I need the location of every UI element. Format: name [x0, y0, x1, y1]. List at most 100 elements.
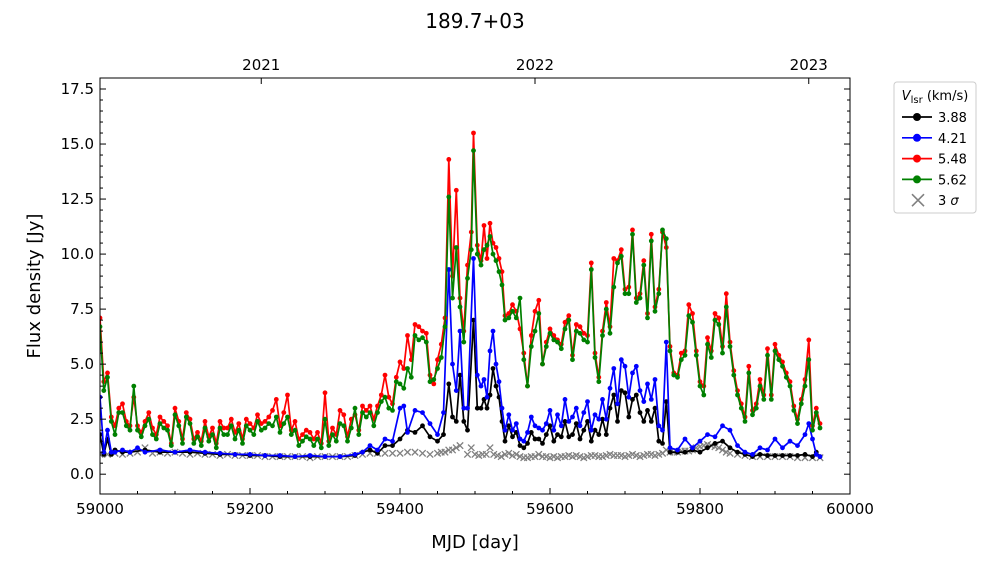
data-point: [397, 436, 403, 442]
data-point: [596, 416, 602, 422]
data-point: [708, 355, 714, 360]
data-point: [697, 383, 703, 389]
data-point: [750, 412, 755, 418]
data-point: [581, 330, 587, 336]
data-point: [441, 410, 446, 415]
data-point: [532, 423, 538, 429]
data-point: [712, 441, 718, 446]
data-point: [577, 436, 583, 442]
data-point: [450, 414, 455, 420]
data-point: [112, 432, 118, 437]
data-point: [603, 306, 609, 312]
data-point: [303, 427, 309, 433]
data-point: [484, 405, 490, 411]
data-point: [645, 381, 650, 387]
data-point: [600, 333, 605, 338]
data-point: [536, 311, 542, 316]
data-point: [581, 410, 587, 415]
data-point: [390, 443, 395, 448]
data-point: [517, 443, 523, 448]
data-point: [682, 352, 688, 358]
data-point: [735, 449, 740, 455]
data-point: [686, 302, 692, 308]
data-point: [787, 383, 793, 389]
data-point: [517, 436, 523, 442]
data-point: [510, 434, 515, 440]
data-point: [705, 445, 710, 451]
data-point: [551, 427, 557, 433]
data-point: [633, 392, 639, 398]
data-point: [131, 383, 137, 389]
data-point: [806, 421, 812, 426]
data-point: [157, 414, 163, 420]
data-point: [420, 423, 425, 429]
y-axis-title: Flux density [Jy]: [24, 214, 45, 359]
data-point: [446, 157, 452, 162]
data-point: [330, 432, 335, 437]
data-point: [382, 443, 388, 448]
data-point: [360, 403, 365, 409]
data-point: [367, 403, 373, 409]
data-point: [795, 443, 800, 448]
data-point: [615, 401, 620, 407]
data-point: [566, 419, 572, 424]
data-point: [798, 401, 804, 407]
data-point: [543, 432, 549, 437]
data-point: [138, 434, 144, 440]
data-point: [588, 427, 594, 433]
data-point: [390, 438, 395, 444]
data-point: [772, 453, 778, 458]
data-point: [540, 427, 545, 433]
data-point: [633, 363, 639, 369]
data-point: [813, 405, 819, 411]
data-point: [603, 416, 609, 422]
data-point: [573, 322, 579, 327]
data-point: [360, 410, 365, 415]
data-point: [562, 319, 568, 325]
data-point: [573, 421, 579, 426]
data-point: [817, 454, 823, 459]
data-point: [481, 247, 487, 253]
legend-marker: [913, 175, 921, 184]
data-point: [555, 412, 560, 418]
data-point: [435, 438, 440, 444]
sigma-marker: [388, 449, 397, 457]
data-point: [493, 245, 499, 250]
data-point: [255, 412, 260, 418]
data-point: [510, 308, 515, 314]
series-line: [100, 149, 821, 449]
data-point: [105, 374, 110, 380]
x-tick-label: 59800: [676, 500, 724, 518]
top-tick-label: 2022: [516, 56, 554, 74]
data-point: [780, 363, 785, 369]
data-point: [187, 421, 193, 426]
data-point: [543, 344, 549, 349]
data-point: [630, 231, 635, 237]
data-point: [532, 436, 538, 442]
data-point: [682, 449, 688, 455]
data-point: [161, 419, 167, 424]
data-point: [562, 326, 568, 332]
data-point: [183, 410, 189, 415]
data-point: [281, 421, 287, 426]
data-point: [660, 427, 665, 433]
data-point: [712, 317, 718, 323]
series-5-48: [100, 130, 823, 446]
data-point: [802, 452, 808, 457]
data-point: [288, 432, 294, 437]
data-point: [611, 392, 617, 398]
data-point: [127, 427, 133, 433]
y-tick-label: 12.5: [61, 190, 94, 208]
data-point: [577, 324, 583, 330]
data-point: [375, 447, 380, 453]
data-point: [371, 423, 377, 429]
data-point: [543, 421, 549, 426]
data-point: [471, 130, 476, 136]
data-point: [322, 454, 328, 459]
data-point: [292, 427, 298, 433]
data-point: [258, 427, 264, 433]
data-point: [765, 346, 770, 352]
data-point: [641, 399, 647, 404]
data-point: [116, 405, 122, 411]
